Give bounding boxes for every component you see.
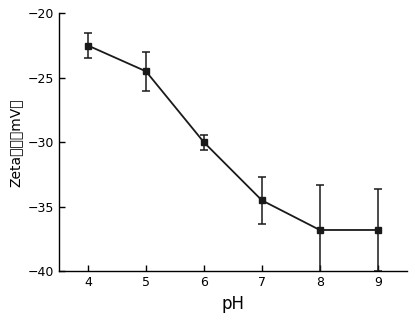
- Y-axis label: Zeta电势（mV）: Zeta电势（mV）: [8, 98, 22, 187]
- X-axis label: pH: pH: [221, 295, 244, 313]
